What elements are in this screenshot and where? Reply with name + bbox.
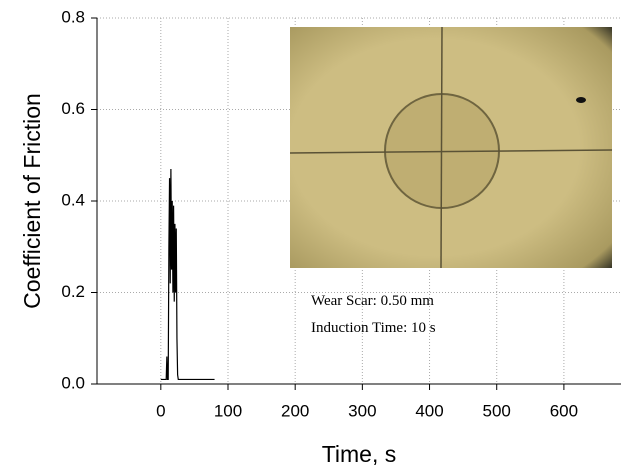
x-tick-label: 100 <box>214 401 242 420</box>
annotation: Induction Time: 10 s <box>311 320 436 336</box>
y-tick-label: 0.6 <box>61 99 85 118</box>
line-series <box>160 168 215 381</box>
x-tick-label: 400 <box>415 401 443 420</box>
y-tick-label: 0.2 <box>61 282 85 301</box>
y-axis-label: Coefficient of Friction <box>19 93 45 309</box>
annotation: Wear Scar: 0.50 mm <box>311 293 434 309</box>
x-tick-label: 500 <box>483 401 511 420</box>
x-tick-label: 300 <box>348 401 376 420</box>
x-tick-label: 200 <box>281 401 309 420</box>
x-axis-label: Time, s <box>322 441 397 467</box>
y-tick-label: 0.4 <box>61 190 85 209</box>
inset-photo <box>289 26 613 269</box>
y-tick-label: 0.0 <box>61 373 85 392</box>
x-tick-label: 600 <box>550 401 578 420</box>
y-tick-label: 0.8 <box>61 7 85 26</box>
x-tick-label: 0 <box>156 401 165 420</box>
